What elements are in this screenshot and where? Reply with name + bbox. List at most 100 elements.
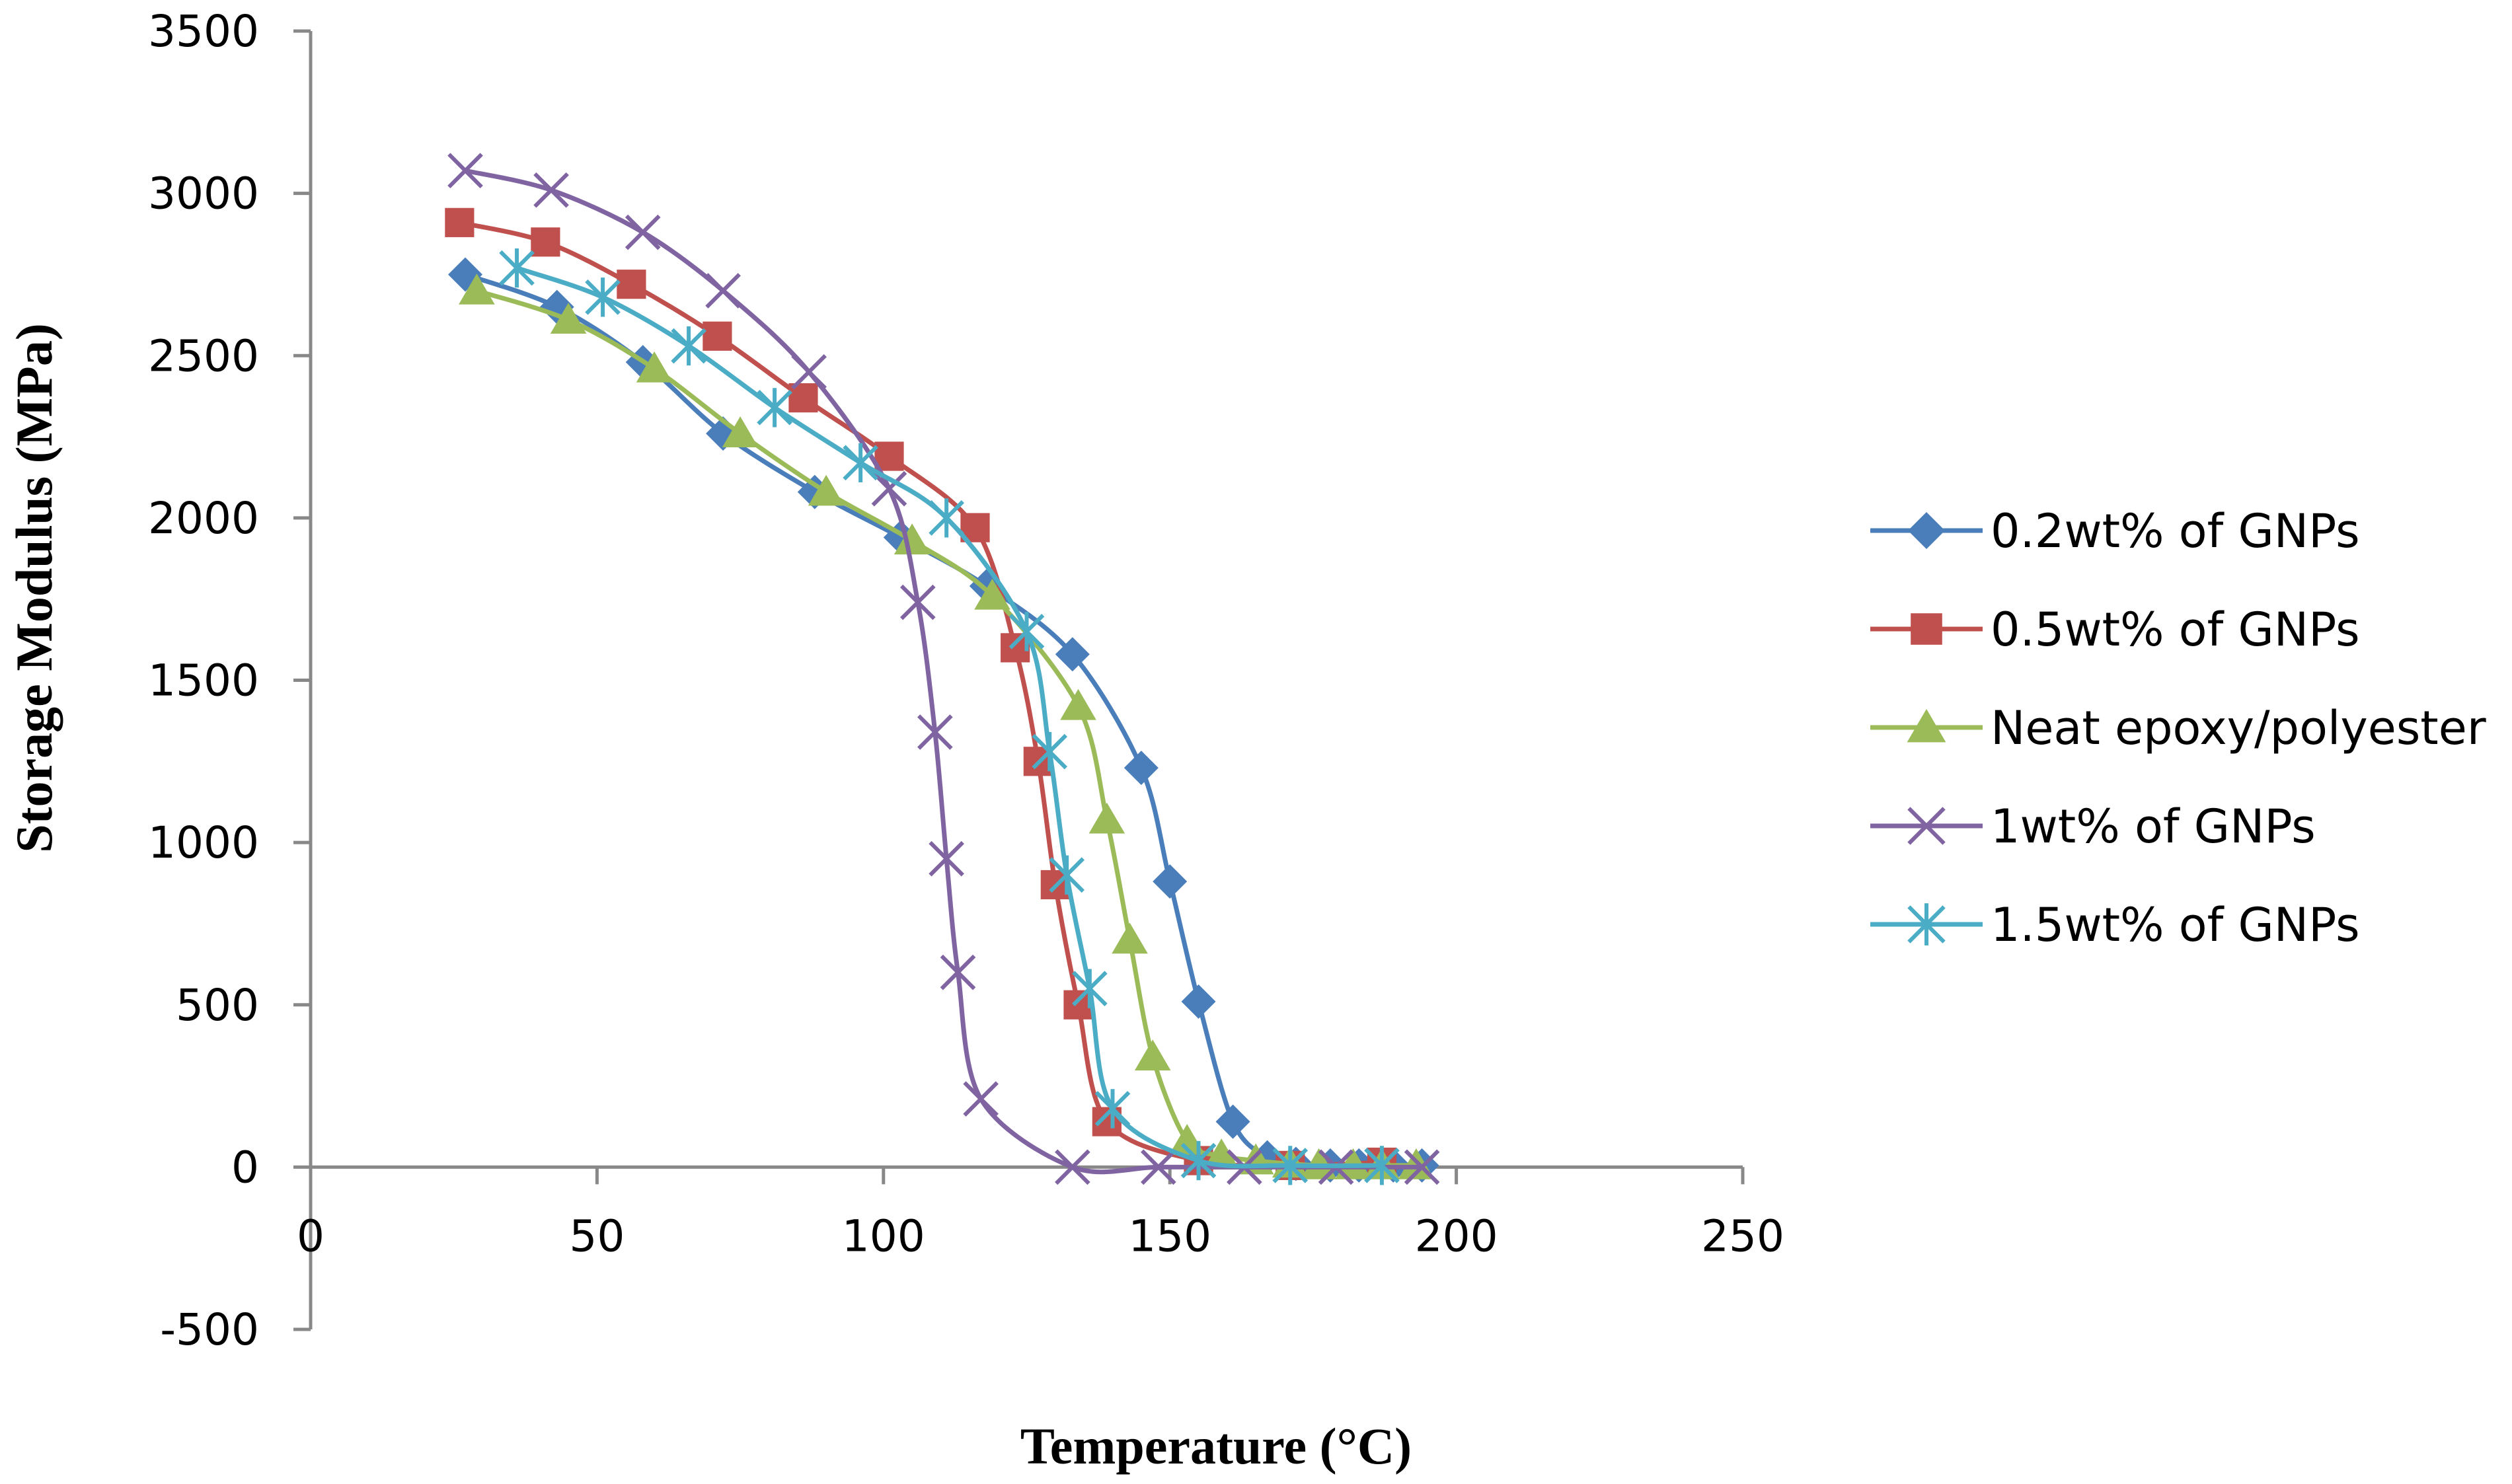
data-point-x <box>963 1081 999 1117</box>
series-3 <box>459 274 1435 1179</box>
legend-item: 0.2wt% of GNPs <box>1870 504 2360 558</box>
x-tick-label: 50 <box>569 1210 625 1261</box>
y-tick-label: 0 <box>231 1142 259 1193</box>
legend-item: Neat epoxy/polyester <box>1870 701 2486 755</box>
y-tick-label: 2500 <box>148 330 259 381</box>
y-tick-label: 2000 <box>148 493 259 544</box>
x-stroke <box>705 273 741 309</box>
legend-label: 0.5wt% of GNPs <box>1991 603 2360 657</box>
y-tick-label: 3500 <box>148 6 259 57</box>
data-point-x <box>929 840 964 877</box>
data-point-x <box>871 470 907 507</box>
data-point-triangle <box>1907 709 1946 743</box>
series-1 <box>448 257 1439 1183</box>
data-point-star <box>1094 1089 1131 1129</box>
data-point-triangle <box>894 523 931 555</box>
data-point-triangle <box>974 578 1010 610</box>
legend-label: 0.2wt% of GNPs <box>1991 504 2360 558</box>
x-stroke <box>1907 807 1946 845</box>
legend: 0.2wt% of GNPs 0.5wt% of GNPs Neat epoxy/p… <box>1870 504 2486 952</box>
data-point-square <box>1911 613 1942 645</box>
x-tick-label: 100 <box>842 1210 925 1261</box>
data-point-diamond <box>1215 1104 1250 1139</box>
data-point-triangle <box>1168 1124 1205 1155</box>
data-point-diamond <box>1181 984 1216 1019</box>
x-tick-label: 250 <box>1701 1210 1784 1261</box>
x-axis-title: Temperature (°C) <box>1020 1417 1412 1475</box>
data-point-x <box>899 584 936 620</box>
data-point-star <box>1009 612 1045 651</box>
data-point-x <box>1907 807 1946 845</box>
data-point-diamond <box>1055 637 1090 672</box>
x-stroke <box>871 470 907 507</box>
data-point-x <box>1404 1149 1440 1185</box>
x-stroke <box>940 954 976 990</box>
data-point-diamond <box>1123 751 1159 786</box>
data-point-star <box>1180 1140 1217 1181</box>
data-point-x <box>791 353 827 390</box>
data-point-star <box>929 498 964 538</box>
data-point-x <box>1141 1149 1176 1185</box>
data-point-triangle <box>1134 1039 1171 1071</box>
data-point-triangle <box>1060 688 1096 720</box>
data-point-square <box>703 321 732 351</box>
data-point-star <box>1032 731 1067 772</box>
data-point-x <box>447 153 483 189</box>
x-stroke <box>899 584 936 620</box>
data-point-x <box>705 273 741 309</box>
series-4 <box>447 153 1440 1185</box>
data-point-x <box>940 954 976 990</box>
y-tick-label: -500 <box>160 1304 259 1355</box>
data-point-x <box>625 214 661 250</box>
data-point-triangle <box>1112 922 1148 954</box>
data-point-triangle <box>722 416 759 447</box>
data-point-star <box>1272 1146 1309 1185</box>
axes <box>309 31 1743 1329</box>
y-tick-label: 3000 <box>148 168 259 219</box>
data-point-square <box>445 207 475 237</box>
series-line <box>459 220 1383 1168</box>
legend-item: 1.5wt% of GNPs <box>1870 898 2360 952</box>
data-point-square <box>531 227 560 257</box>
data-point-x <box>1055 1149 1090 1185</box>
data-point-star <box>1364 1146 1400 1185</box>
y-axis-title: Storage Modulus (MPa) <box>5 323 63 853</box>
x-stroke <box>1141 1149 1176 1185</box>
data-point-square <box>617 270 646 299</box>
legend-label: Neat epoxy/polyester <box>1991 701 2486 755</box>
series-line <box>515 266 1382 1169</box>
y-tick-label: 500 <box>176 980 259 1031</box>
data-point-star <box>1072 969 1108 1008</box>
x-tick-label: 0 <box>297 1210 324 1261</box>
series-5 <box>499 248 1400 1185</box>
x-stroke <box>625 214 661 250</box>
data-point-triangle <box>459 274 495 305</box>
data-point-diamond <box>1153 864 1188 899</box>
data-point-triangle <box>550 303 587 334</box>
x-stroke <box>791 353 827 390</box>
series-line <box>476 288 1416 1168</box>
x-stroke <box>533 172 569 208</box>
ticks: -500 0 500 1000 1500 2000 2500 3000 3500 0 50 100 15… <box>148 6 1784 1355</box>
x-stroke <box>963 1081 999 1117</box>
legend-item: 0.5wt% of GNPs <box>1870 603 2360 657</box>
data-point-x <box>533 172 569 208</box>
data-point-triangle <box>808 474 845 506</box>
legend-label: 1wt% of GNPs <box>1991 799 2316 854</box>
y-tick-label: 1500 <box>148 655 259 706</box>
data-point-star <box>1907 903 1946 946</box>
data-point-x <box>917 714 953 750</box>
y-tick-label: 1000 <box>148 817 259 868</box>
x-tick-label: 150 <box>1128 1210 1211 1261</box>
x-stroke <box>917 714 953 750</box>
x-tick-label: 200 <box>1415 1210 1498 1261</box>
data-point-diamond <box>1908 512 1945 549</box>
data-point-star <box>757 388 792 427</box>
data-point-star <box>671 326 706 366</box>
data-point-triangle <box>1088 802 1125 834</box>
x-stroke <box>447 153 483 189</box>
series-line <box>464 272 1422 1168</box>
data-point-star <box>843 443 878 483</box>
data-point-triangle <box>636 351 673 383</box>
